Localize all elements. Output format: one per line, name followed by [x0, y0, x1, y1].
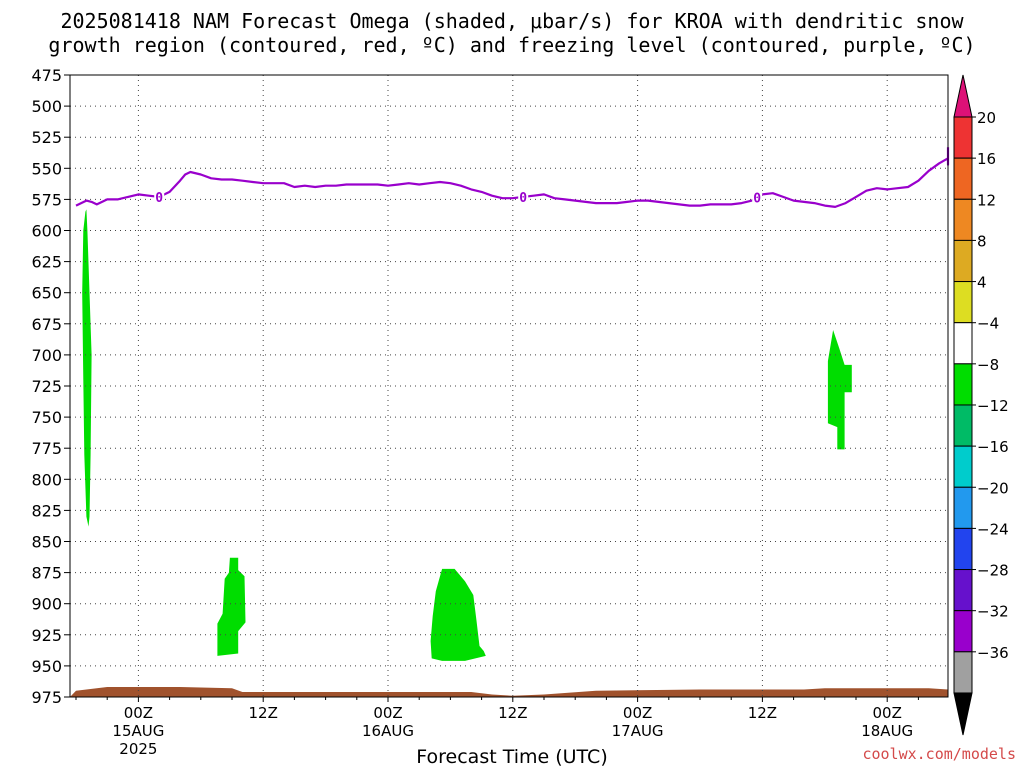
y-tick-label-850: 850: [31, 533, 62, 552]
freezing-label-bg-0: [154, 188, 165, 203]
y-tick-label-775: 775: [31, 439, 62, 458]
y-axis: 475 500 525 550 575 600 625 650 675 700 725 750 775 8…: [31, 66, 70, 707]
colorbar-segment-0: [953, 116, 973, 159]
colorbar-label-4: 4: [977, 274, 987, 292]
freezing-level-line: [75, 147, 950, 208]
colorbar-label-10: −24: [977, 520, 1009, 538]
x-tick-date-4: 17AUG: [612, 722, 664, 740]
omega-region-3: [430, 568, 486, 661]
colorbar-segment-2: [953, 198, 973, 241]
freezing-level-label-0: 0: [155, 191, 163, 206]
colorbar-label-2: 12: [977, 191, 996, 209]
freezing-level-label-2: 0: [753, 192, 761, 207]
colorbar-segment-6: [953, 363, 973, 406]
colorbar-label-1: 16: [977, 150, 996, 168]
y-tick-label-525: 525: [31, 128, 62, 147]
freezing-level-layer: 0 0 0: [75, 147, 950, 208]
y-tick-label-500: 500: [31, 97, 62, 116]
colorbar-segment-4: [953, 281, 973, 324]
chart-title-line2: growth region (contoured, red, ºC) and f…: [48, 33, 976, 57]
x-tick-label-3: 12Z: [498, 704, 527, 722]
x-tick-date-2: 16AUG: [362, 722, 414, 740]
colorbar-label-13: −36: [977, 644, 1009, 662]
surface-layer: [70, 687, 948, 697]
y-tick-label-800: 800: [31, 470, 62, 489]
colorbar-label-12: −32: [977, 603, 1009, 621]
x-axis-title: Forecast Time (UTC): [416, 746, 608, 768]
freezing-level-label-1: 0: [519, 191, 527, 206]
colorbar-segment-9: [953, 486, 973, 529]
colorbar-segment-12: [953, 610, 973, 653]
colorbar-top-arrow: [953, 74, 973, 118]
x-tick-label-5: 12Z: [748, 704, 777, 722]
colorbar-segment-7: [953, 404, 973, 447]
colorbar-label-3: 8: [977, 232, 987, 250]
y-tick-label-475: 475: [31, 66, 62, 85]
colorbar: 20 16 12 8 4 −4 −8 −12 −16 −20 −24 −28 −32 −36: [953, 74, 1009, 736]
x-tick-label-1: 12Z: [249, 704, 278, 722]
colorbar-label-8: −16: [977, 438, 1009, 456]
y-tick-label-825: 825: [31, 501, 62, 520]
x-tick-label-6: 00Z: [873, 704, 902, 722]
grid-layer: [70, 75, 948, 697]
y-tick-label-650: 650: [31, 284, 62, 303]
y-tick-label-750: 750: [31, 408, 62, 427]
x-tick-date-6: 18AUG: [861, 722, 913, 740]
x-tick-label-4: 00Z: [623, 704, 652, 722]
site-credit: coolwx.com/models: [862, 745, 1016, 763]
colorbar-segment-5: [953, 322, 973, 365]
y-tick-label-675: 675: [31, 315, 62, 334]
y-tick-label-875: 875: [31, 564, 62, 583]
freezing-label-bg-1: [518, 188, 529, 203]
colorbar-label-6: −8: [977, 356, 999, 374]
colorbar-segment-11: [953, 569, 973, 612]
colorbar-segment-1: [953, 157, 973, 200]
colorbar-segment-3: [953, 239, 973, 283]
x-tick-label-2: 00Z: [373, 704, 402, 722]
chart-title-line1: 2025081418 NAM Forecast Omega (shaded, μ…: [60, 9, 964, 33]
colorbar-label-5: −4: [977, 315, 999, 333]
x-tick-year-0: 2025: [119, 740, 157, 758]
plot-frame: [69, 74, 949, 698]
freezing-label-bg-2: [752, 189, 763, 204]
surface-terrain: [70, 687, 948, 697]
omega-region-4: [827, 330, 852, 450]
x-tick-label-0: 00Z: [124, 704, 153, 722]
omega-region-2: [217, 557, 246, 656]
y-tick-label-700: 700: [31, 346, 62, 365]
colorbar-segment-13: [953, 651, 973, 694]
colorbar-label-0: 20: [977, 109, 996, 127]
y-tick-label-600: 600: [31, 222, 62, 241]
y-tick-label-950: 950: [31, 657, 62, 676]
y-tick-label-725: 725: [31, 377, 62, 396]
omega-shading-layer: [82, 209, 852, 661]
y-tick-label-550: 550: [31, 159, 62, 178]
y-tick-label-975: 975: [31, 688, 62, 707]
colorbar-segment-8: [953, 445, 973, 488]
omega-region-1: [82, 209, 92, 527]
colorbar-segment-10: [953, 527, 973, 571]
colorbar-bottom-arrow: [953, 692, 973, 736]
y-tick-label-925: 925: [31, 626, 62, 645]
y-tick-label-575: 575: [31, 190, 62, 209]
colorbar-label-9: −20: [977, 479, 1009, 497]
y-tick-label-900: 900: [31, 595, 62, 614]
colorbar-label-11: −28: [977, 562, 1009, 580]
colorbar-label-7: −12: [977, 397, 1009, 415]
x-tick-date-0: 15AUG: [112, 722, 164, 740]
y-tick-label-625: 625: [31, 253, 62, 272]
